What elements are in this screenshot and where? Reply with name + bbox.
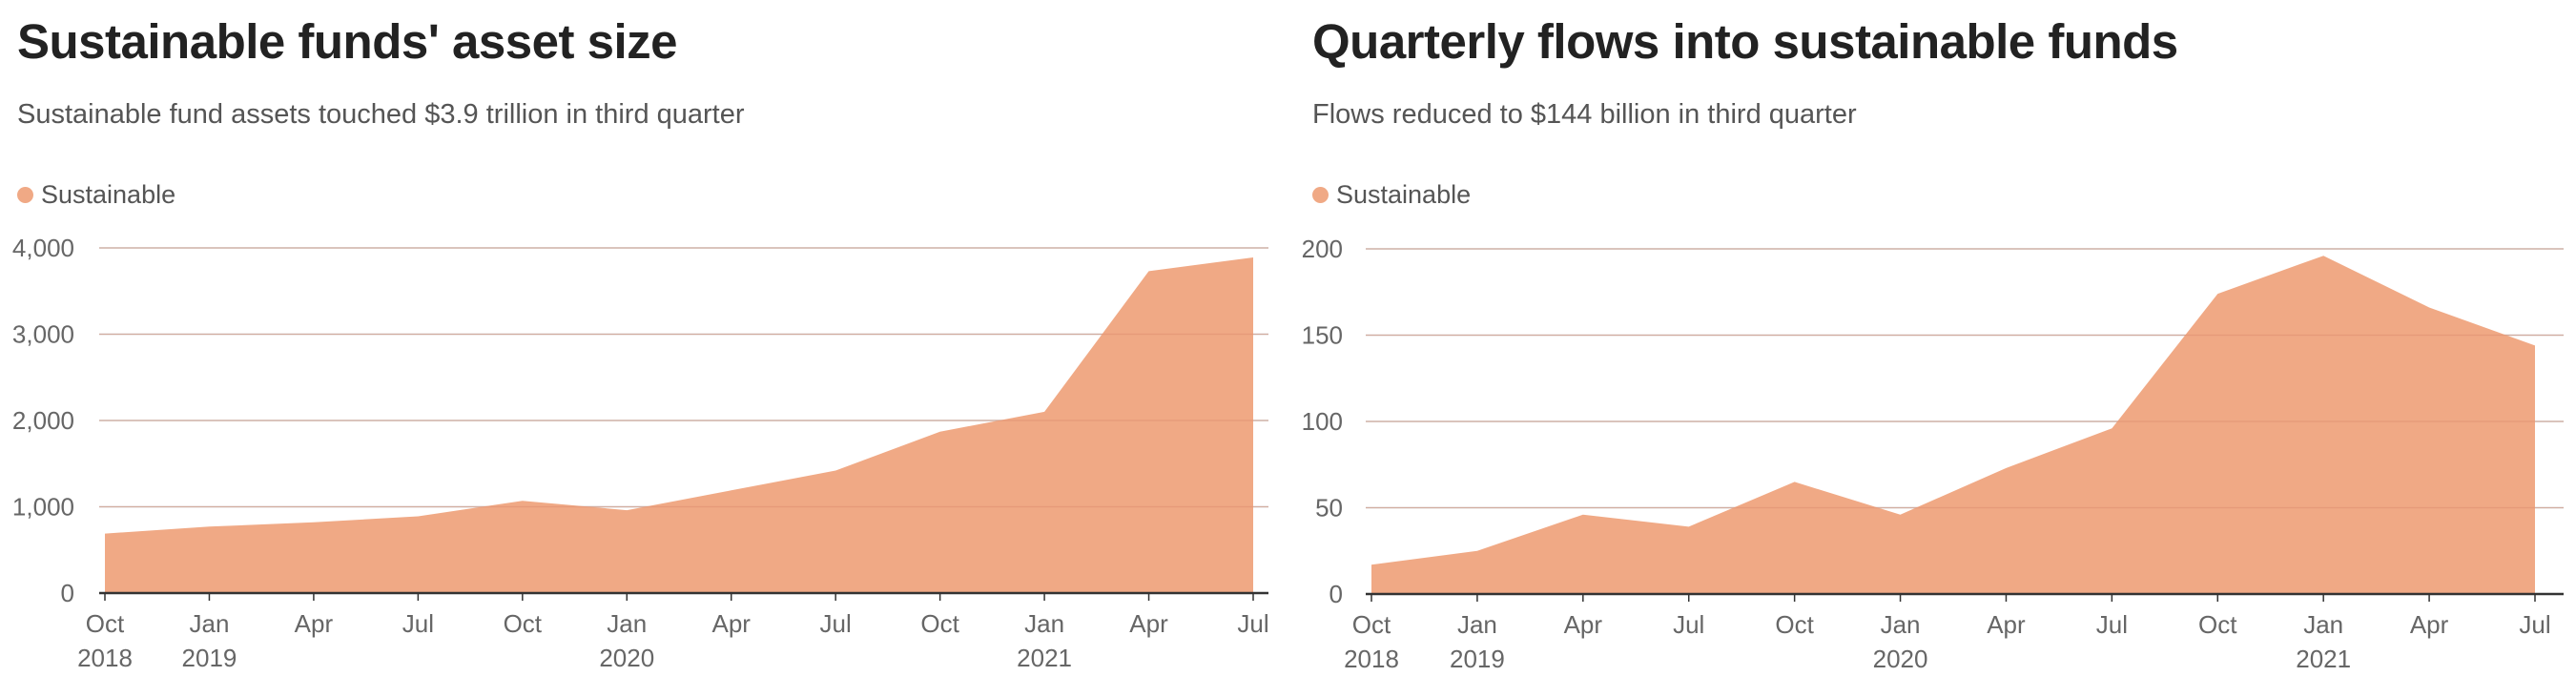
x-tick-label: Jan	[607, 609, 647, 638]
quarterly-flows-chart-panel: Quarterly flows into sustainable funds F…	[1295, 0, 2573, 697]
x-tick-year-label: 2019	[182, 644, 237, 672]
x-tick-label: Oct	[920, 609, 959, 638]
x-tick-label: Apr	[1564, 610, 1603, 639]
x-tick-label: Jan	[189, 609, 229, 638]
legend-swatch	[1312, 187, 1329, 203]
y-tick-label: 0	[1329, 580, 1343, 608]
x-tick-label: Apr	[295, 609, 334, 638]
x-tick-label: Oct	[1775, 610, 1814, 639]
x-tick-label: Jan	[2303, 610, 2343, 639]
x-tick-label: Jul	[2519, 610, 2550, 639]
x-tick-label: Jan	[1457, 610, 1497, 639]
y-tick-label: 150	[1302, 321, 1343, 350]
y-tick-label: 50	[1315, 494, 1343, 523]
x-tick-label: Jul	[1673, 610, 1704, 639]
legend-label: Sustainable	[1336, 180, 1472, 209]
x-tick-label: Jul	[820, 609, 852, 638]
x-tick-year-label: 2021	[1017, 644, 1072, 672]
area-series-sustainable	[105, 257, 1253, 593]
x-tick-year-label: 2021	[2296, 645, 2351, 673]
x-tick-label: Jul	[402, 609, 434, 638]
y-tick-label: 100	[1302, 407, 1343, 436]
y-tick-label: 0	[61, 579, 74, 607]
x-tick-year-label: 2019	[1450, 645, 1505, 673]
chart-legend: Sustainable	[17, 180, 175, 210]
x-tick-label: Apr	[1987, 610, 2026, 639]
x-tick-year-label: 2018	[77, 644, 133, 672]
x-tick-year-label: 2018	[1344, 645, 1399, 673]
chart-legend: Sustainable	[1312, 180, 1471, 210]
x-tick-label: Oct	[86, 609, 125, 638]
x-tick-label: Jul	[1237, 609, 1268, 638]
legend-label: Sustainable	[41, 180, 176, 209]
chart-subtitle: Flows reduced to $144 billion in third q…	[1312, 99, 1857, 130]
x-tick-label: Jan	[1881, 610, 1921, 639]
area-series-sustainable	[1371, 256, 2535, 594]
x-tick-label: Apr	[711, 609, 751, 638]
chart-title: Quarterly flows into sustainable funds	[1312, 14, 2178, 69]
y-tick-label: 200	[1302, 235, 1343, 263]
x-tick-label: Oct	[2198, 610, 2237, 639]
y-tick-label: 3,000	[12, 320, 74, 349]
legend-swatch	[17, 187, 33, 203]
x-tick-label: Oct	[1352, 610, 1391, 639]
chart-title: Sustainable funds' asset size	[17, 14, 678, 69]
x-tick-label: Jul	[2096, 610, 2128, 639]
chart-subtitle: Sustainable fund assets touched $3.9 tri…	[17, 99, 745, 130]
x-tick-label: Oct	[504, 609, 543, 638]
x-tick-label: Apr	[2410, 610, 2449, 639]
x-tick-label: Jan	[1024, 609, 1064, 638]
y-tick-label: 1,000	[12, 493, 74, 522]
x-tick-year-label: 2020	[599, 644, 654, 672]
quarterly-flows-area-chart: 0 50 100 150 200 Oct 2018 Jan 2019 Apr Jul Oct Jan 20…	[1302, 235, 2564, 673]
x-tick-label: Apr	[1129, 609, 1168, 638]
x-tick-year-label: 2020	[1873, 645, 1928, 673]
asset-size-area-chart: 0 1,000 2,000 3,000 4,000 Oct 2018 Jan 2019 Apr Ju…	[12, 234, 1269, 672]
asset-size-chart-panel: Sustainable funds' asset size Sustainabl…	[0, 0, 1278, 697]
y-tick-label: 2,000	[12, 406, 74, 435]
y-tick-label: 4,000	[12, 234, 74, 262]
